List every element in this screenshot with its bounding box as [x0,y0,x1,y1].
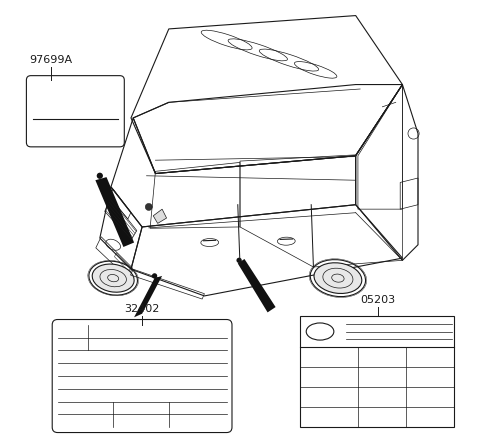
Circle shape [96,173,103,179]
Ellipse shape [314,263,362,293]
Circle shape [152,273,157,279]
Polygon shape [96,177,134,247]
Text: 32402: 32402 [124,304,160,314]
Polygon shape [153,209,167,223]
Text: 97699A: 97699A [29,55,72,65]
Bar [300,316,454,427]
Polygon shape [238,259,276,312]
Ellipse shape [92,264,134,292]
Text: 05203: 05203 [360,295,396,305]
Circle shape [237,258,242,263]
Circle shape [145,203,152,210]
Polygon shape [134,276,162,317]
